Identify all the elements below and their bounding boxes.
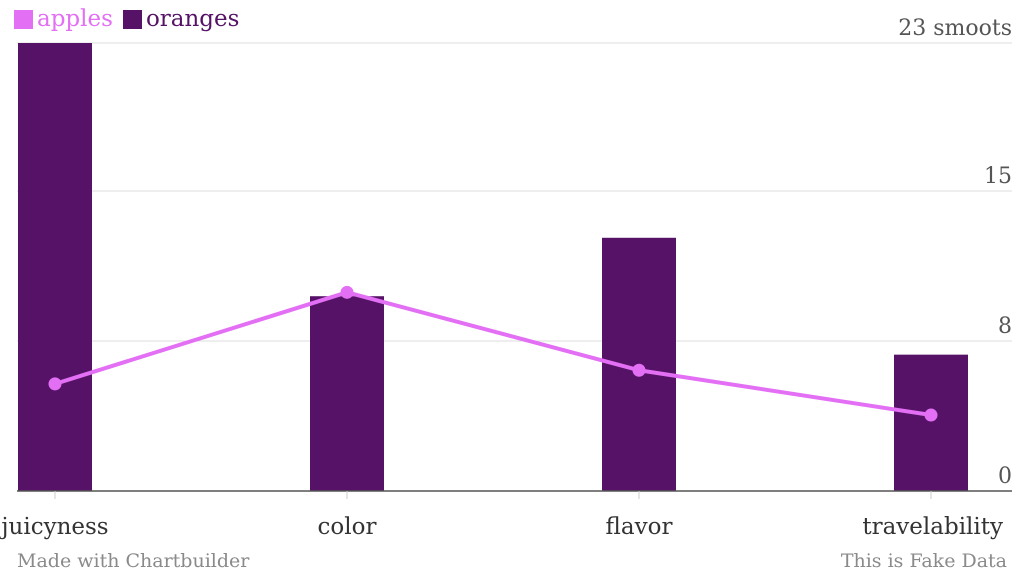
gridlines [17,42,1012,342]
source-text: This is Fake Data [840,550,1007,572]
x-tick-label: juicyness [0,514,109,540]
x-tick-label: flavor [606,514,673,540]
y-tick-label: 23 smoots [898,16,1012,41]
x-axis-ticks [54,491,932,499]
legend-item-apples: apples [14,6,113,32]
legend-swatch-oranges [122,9,142,29]
legend: apples oranges [14,6,239,32]
legend-label-oranges: oranges [145,6,240,32]
legend-label-apples: apples [37,6,113,32]
point-apples [632,363,646,377]
bar-oranges [894,354,968,491]
legend-swatch-apples [14,9,33,29]
legend-item-oranges: oranges [122,6,240,32]
x-axis-labels: juicyness color flavor travelability [0,514,1003,540]
point-apples [340,285,354,299]
y-tick-label: 15 [984,164,1012,189]
y-axis-labels: 0 8 15 23 smoots [898,16,1012,489]
apples-line [48,285,938,422]
bar-oranges [310,296,384,491]
x-tick-label: color [318,514,377,540]
x-tick-label: travelability [862,514,1003,540]
line-apples [54,290,932,418]
credit-text: Made with Chartbuilder [17,550,250,572]
bar-oranges [18,43,92,491]
point-apples [48,377,62,391]
y-tick-label: 0 [998,464,1012,489]
y-tick-label: 8 [998,314,1012,339]
bars [18,43,968,491]
point-apples [924,408,938,422]
